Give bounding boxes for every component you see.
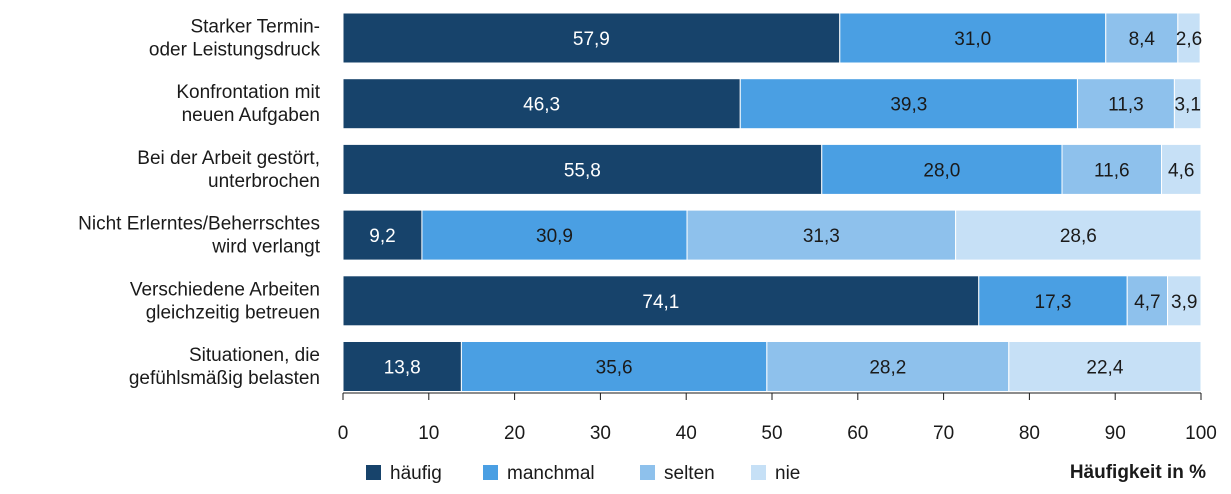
x-axis-title: Häufigkeit in % [1070, 462, 1206, 483]
category-label: unterbrochen [208, 171, 320, 192]
legend-label: häufig [390, 463, 442, 484]
bar-value-label: 74,1 [642, 292, 679, 313]
category-label: Konfrontation mit [176, 82, 320, 103]
legend: häufig manchmal selten nie [366, 463, 800, 484]
bar-segment-nie [1173, 78, 1202, 130]
bars-layer: 57,9 31,0 8,4 2,6 46,3 39,3 11,3 3,1 55,8 28,0 11,… [342, 12, 1202, 392]
bar-segment-selten [1126, 275, 1169, 327]
bar-segment-häufig [342, 78, 741, 130]
x-tick-label: 80 [1019, 423, 1040, 444]
bar-segment-selten [766, 341, 1010, 392]
bar-segment-selten [686, 209, 957, 261]
legend-label: manchmal [507, 463, 595, 484]
bar-value-label: 11,6 [1094, 160, 1130, 181]
category-label: Situationen, die [189, 345, 320, 366]
bar-segment-häufig [342, 341, 462, 392]
bar-segment-nie [1161, 143, 1202, 195]
bar-segment-häufig [342, 12, 841, 64]
bar-value-label: 11,3 [1108, 95, 1144, 116]
bar-segment-häufig [342, 275, 980, 327]
x-tick-label: 70 [933, 423, 954, 444]
bar-segment-häufig [342, 143, 823, 195]
bar-value-label: 28,0 [923, 160, 960, 181]
bar-value-label: 39,3 [890, 95, 927, 116]
x-tick-label: 30 [590, 423, 611, 444]
bar-value-label: 46,3 [523, 95, 560, 116]
x-tick-label: 10 [418, 423, 439, 444]
legend-swatch-nie [751, 465, 766, 480]
bar-value-label: 9,2 [369, 226, 395, 247]
bar-value-label: 22,4 [1086, 358, 1123, 379]
x-axis: 0 10 20 30 40 50 60 70 80 90 100 [338, 392, 1217, 444]
category-label: Starker Termin- [190, 17, 320, 38]
bar-segment-manchmal [421, 209, 688, 261]
category-label: wird verlangt [211, 237, 320, 258]
x-tick-label: 50 [761, 423, 782, 444]
x-tick-label: 20 [504, 423, 525, 444]
x-tick-label: 60 [847, 423, 868, 444]
x-tick-label: 0 [338, 423, 349, 444]
x-tick-label: 90 [1105, 423, 1126, 444]
bar-value-label: 28,2 [869, 358, 906, 379]
category-label: neuen Aufgaben [182, 105, 320, 126]
legend-swatch-häufig [366, 465, 381, 480]
bar-value-label: 28,6 [1060, 226, 1097, 247]
bar-segment-selten [1076, 78, 1175, 130]
bar-segment-selten [1105, 12, 1179, 64]
bar-segment-häufig [342, 209, 423, 261]
category-labels: Starker Termin-oder Leistungsdruck Konfro… [78, 17, 321, 390]
bar-segment-manchmal [821, 143, 1063, 195]
legend-label: nie [775, 463, 800, 484]
legend-swatch-manchmal [483, 465, 498, 480]
x-tick-label: 40 [676, 423, 697, 444]
bar-segment-selten [1061, 143, 1163, 195]
bar-segment-nie [1177, 12, 1201, 64]
bar-segment-manchmal [839, 12, 1107, 64]
category-label: Verschiedene Arbeiten [130, 279, 320, 300]
bar-segment-manchmal [739, 78, 1078, 130]
bar-value-label: 8,4 [1129, 29, 1156, 50]
legend-swatch-selten [640, 465, 655, 480]
bar-value-label: 55,8 [564, 160, 601, 181]
bar-value-label: 4,6 [1168, 160, 1194, 181]
bar-segment-manchmal [978, 275, 1128, 327]
bar-value-label: 4,7 [1134, 292, 1160, 313]
category-label: Nicht Erlerntes/Beherrschtes [78, 214, 320, 235]
bar-segment-nie [955, 209, 1202, 261]
bar-value-label: 35,6 [596, 358, 633, 379]
bar-value-label: 13,8 [384, 358, 421, 379]
bar-segment-nie [1008, 341, 1202, 392]
x-tick-label: 100 [1185, 423, 1217, 444]
bar-value-label: 31,3 [803, 226, 840, 247]
legend-label: selten [664, 463, 715, 484]
bar-segment-manchmal [460, 341, 768, 392]
category-label: gefühlsmäßig belasten [129, 368, 320, 389]
bar-value-label: 30,9 [536, 226, 573, 247]
bar-value-label: 2,6 [1176, 29, 1202, 50]
bar-segment-nie [1167, 275, 1202, 327]
bar-value-label: 17,3 [1035, 292, 1072, 313]
category-label: oder Leistungsdruck [149, 40, 321, 61]
category-label: Bei der Arbeit gestört, [137, 148, 320, 169]
bar-value-label: 3,1 [1174, 95, 1200, 116]
bar-value-label: 3,9 [1171, 292, 1197, 313]
bar-value-label: 57,9 [573, 29, 610, 50]
category-label: gleichzeitig betreuen [146, 302, 320, 323]
bar-value-label: 31,0 [954, 29, 991, 50]
